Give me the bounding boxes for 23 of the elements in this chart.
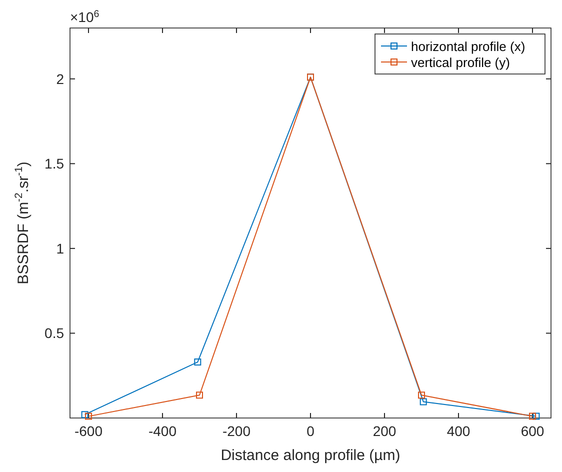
point xyxy=(420,398,427,406)
y-tick-label: 2 xyxy=(56,70,64,87)
text: ×10$^{6}$ xyxy=(70,8,100,25)
y-tick-label: 0.5 xyxy=(44,325,64,342)
point xyxy=(194,358,202,366)
point xyxy=(85,412,92,420)
point xyxy=(196,392,203,399)
point xyxy=(529,412,536,420)
x-tick-label: -400 xyxy=(148,423,177,439)
point xyxy=(532,412,540,420)
x-tick-label: 200 xyxy=(372,423,396,439)
x-tick-label: 400 xyxy=(446,423,470,439)
legend-label: vertical profile (y) xyxy=(411,55,510,70)
legend-label: horizontal profile (x) xyxy=(411,39,526,54)
x-tick-label: -600 xyxy=(74,423,103,439)
x-tick-label: 0 xyxy=(306,423,315,439)
y-tick-label: 1 xyxy=(56,240,64,256)
x-axis-title: Distance along profile (µm) xyxy=(220,447,400,464)
y-tick-label: 1.5 xyxy=(44,156,64,172)
x-tick-label: -200 xyxy=(222,423,251,439)
point xyxy=(418,392,425,399)
x-tick-label: 600 xyxy=(520,423,544,439)
point xyxy=(81,411,88,418)
